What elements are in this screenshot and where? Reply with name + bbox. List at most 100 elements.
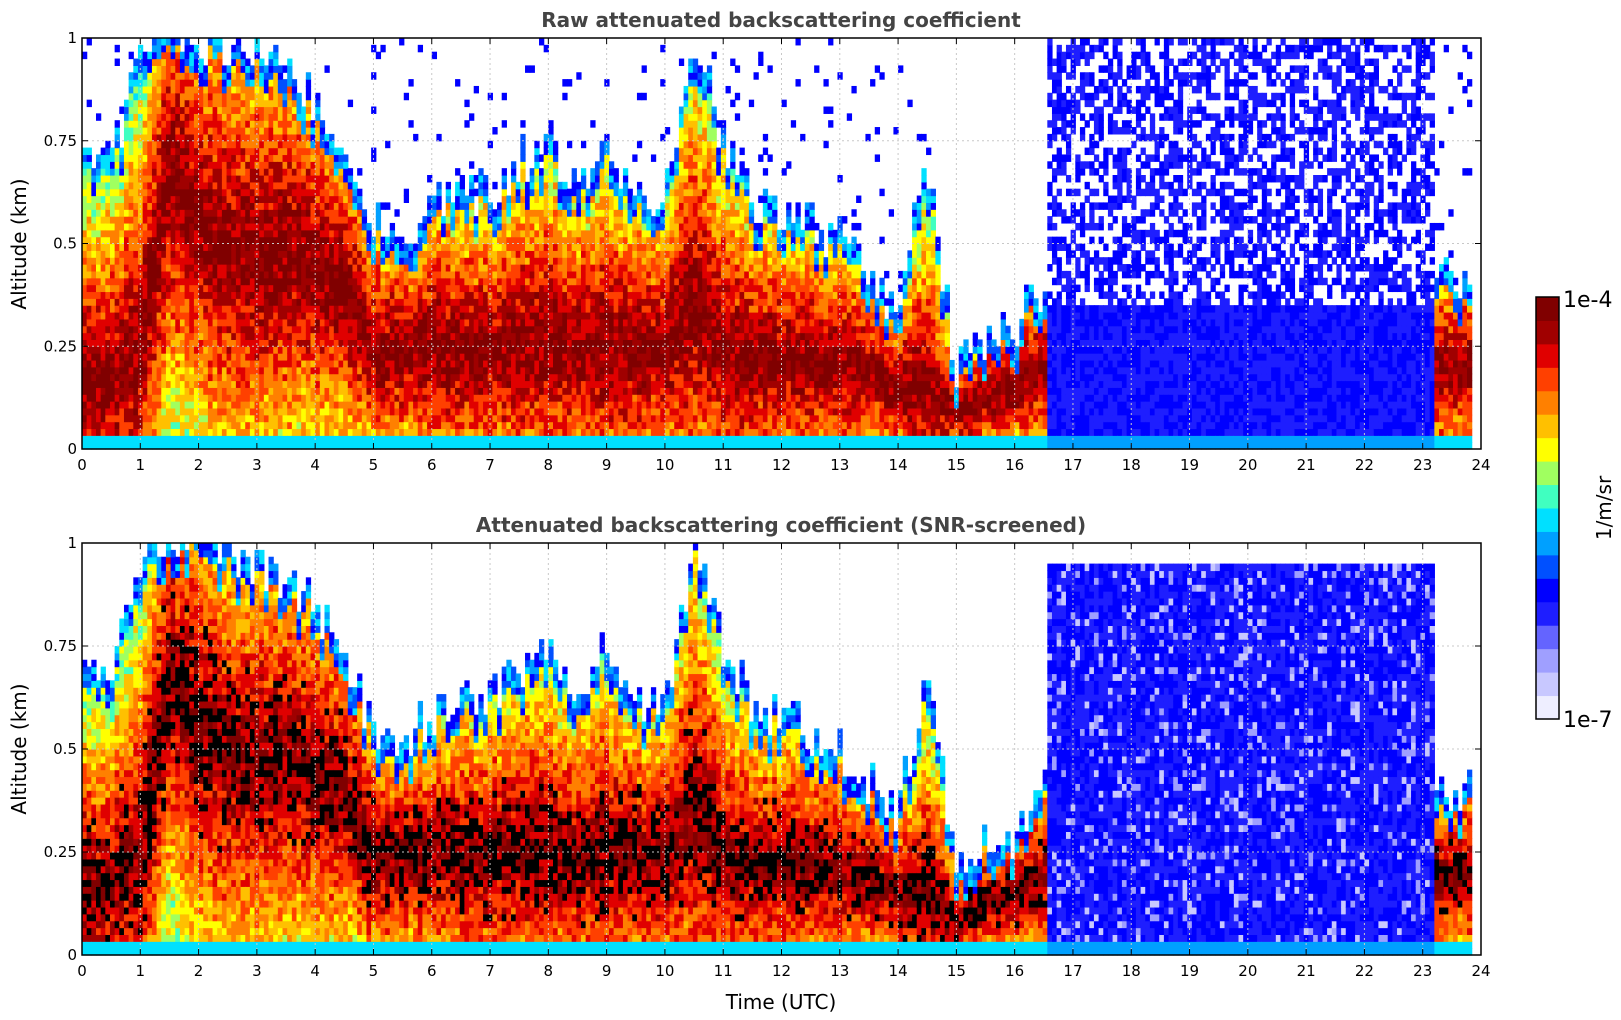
heatmap-cell bbox=[114, 140, 120, 149]
heatmap-cell bbox=[240, 428, 246, 436]
heatmap-cell bbox=[86, 209, 92, 217]
heatmap-cell bbox=[338, 435, 344, 443]
heatmap-cell bbox=[151, 305, 158, 313]
heatmap-cell bbox=[371, 353, 377, 361]
heatmap-cell bbox=[86, 312, 92, 320]
heatmap-cell bbox=[427, 435, 433, 443]
heatmap-cell bbox=[142, 353, 148, 361]
heatmap-cell bbox=[100, 353, 106, 361]
heatmap-cell bbox=[142, 435, 148, 443]
heatmap-cell bbox=[156, 284, 162, 293]
heatmap-cell bbox=[492, 380, 498, 388]
heatmap-cell bbox=[217, 401, 223, 409]
heatmap-cell bbox=[525, 195, 531, 203]
heatmap-cell bbox=[417, 428, 424, 436]
heatmap-cell bbox=[165, 414, 172, 423]
heatmap-cell bbox=[268, 113, 274, 121]
heatmap-cell bbox=[333, 202, 340, 210]
heatmap-cell bbox=[249, 72, 256, 80]
heatmap-cell bbox=[291, 332, 298, 340]
heatmap-cell bbox=[189, 209, 195, 217]
heatmap-cell bbox=[385, 140, 391, 149]
heatmap-cell bbox=[259, 92, 265, 101]
heatmap-cell bbox=[282, 127, 288, 135]
heatmap-cell bbox=[259, 257, 265, 265]
heatmap-cell bbox=[422, 366, 428, 375]
heatmap-cell bbox=[539, 366, 545, 375]
heatmap-cell bbox=[352, 291, 358, 299]
heatmap-cell bbox=[175, 284, 181, 293]
heatmap-cell bbox=[235, 243, 242, 251]
heatmap-cell bbox=[497, 312, 503, 320]
heatmap-cell bbox=[133, 428, 139, 436]
heatmap-cell bbox=[347, 222, 354, 231]
heatmap-cell bbox=[240, 284, 246, 293]
heatmap-cell bbox=[184, 346, 190, 354]
heatmap-cell bbox=[576, 421, 582, 430]
heatmap-cell bbox=[263, 373, 270, 382]
heatmap-cell bbox=[501, 175, 507, 183]
heatmap-cell bbox=[329, 373, 335, 382]
heatmap-cell bbox=[501, 346, 507, 354]
heatmap-cell bbox=[543, 401, 549, 409]
heatmap-cell bbox=[464, 216, 470, 224]
heatmap-cell bbox=[310, 325, 316, 334]
heatmap-cell bbox=[548, 120, 554, 128]
heatmap-cell bbox=[212, 243, 218, 251]
heatmap-cell bbox=[179, 359, 186, 368]
heatmap-cell bbox=[240, 222, 246, 231]
heatmap-cell bbox=[483, 387, 489, 395]
heatmap-cell bbox=[459, 216, 465, 224]
heatmap-cell bbox=[86, 195, 92, 203]
heatmap-cell bbox=[91, 291, 97, 299]
heatmap-cell bbox=[553, 387, 559, 395]
heatmap-cell bbox=[179, 222, 186, 231]
heatmap-cell bbox=[319, 359, 326, 368]
heatmap-cell bbox=[170, 264, 176, 272]
heatmap-cell bbox=[436, 332, 442, 340]
heatmap-cell bbox=[282, 291, 288, 299]
heatmap-cell bbox=[361, 325, 368, 334]
heatmap-cell bbox=[525, 305, 531, 313]
heatmap-cell bbox=[231, 435, 237, 443]
heatmap-cell bbox=[361, 373, 368, 382]
heatmap-cell bbox=[319, 222, 326, 231]
heatmap-cell bbox=[548, 428, 554, 436]
heatmap-cell bbox=[142, 325, 148, 334]
heatmap-cell bbox=[95, 346, 102, 354]
heatmap-cell bbox=[296, 140, 302, 149]
heatmap-cell bbox=[249, 106, 256, 114]
heatmap-cell bbox=[520, 147, 526, 156]
heatmap-cell bbox=[492, 264, 498, 272]
heatmap-cell bbox=[91, 339, 97, 347]
heatmap-cell bbox=[240, 92, 246, 101]
heatmap-cell bbox=[497, 332, 503, 340]
heatmap-cell bbox=[254, 277, 260, 286]
heatmap-cell bbox=[548, 394, 554, 402]
heatmap-cell bbox=[445, 229, 451, 238]
heatmap-cell bbox=[366, 284, 372, 293]
heatmap-cell bbox=[142, 284, 148, 293]
heatmap-cell bbox=[455, 209, 461, 217]
heatmap-cell bbox=[165, 202, 172, 210]
heatmap-cell bbox=[380, 325, 386, 334]
heatmap-cell bbox=[473, 270, 479, 279]
heatmap-cell bbox=[119, 428, 125, 436]
heatmap-cell bbox=[123, 161, 130, 169]
heatmap-cell bbox=[133, 188, 139, 197]
heatmap-cell bbox=[427, 373, 433, 382]
heatmap-cell bbox=[235, 120, 242, 128]
heatmap-cell bbox=[455, 284, 461, 293]
heatmap-cell bbox=[371, 373, 377, 382]
heatmap-cell bbox=[347, 168, 354, 176]
heatmap-cell bbox=[469, 305, 475, 313]
heatmap-cell bbox=[431, 325, 438, 334]
heatmap-cell bbox=[571, 414, 577, 423]
heatmap-cell bbox=[137, 264, 144, 272]
heatmap-cell bbox=[357, 298, 363, 306]
heatmap-cell bbox=[245, 79, 251, 87]
heatmap-cell bbox=[156, 435, 162, 443]
heatmap-cell bbox=[287, 202, 293, 210]
heatmap-cell bbox=[147, 312, 153, 320]
heatmap-cell bbox=[469, 373, 475, 382]
